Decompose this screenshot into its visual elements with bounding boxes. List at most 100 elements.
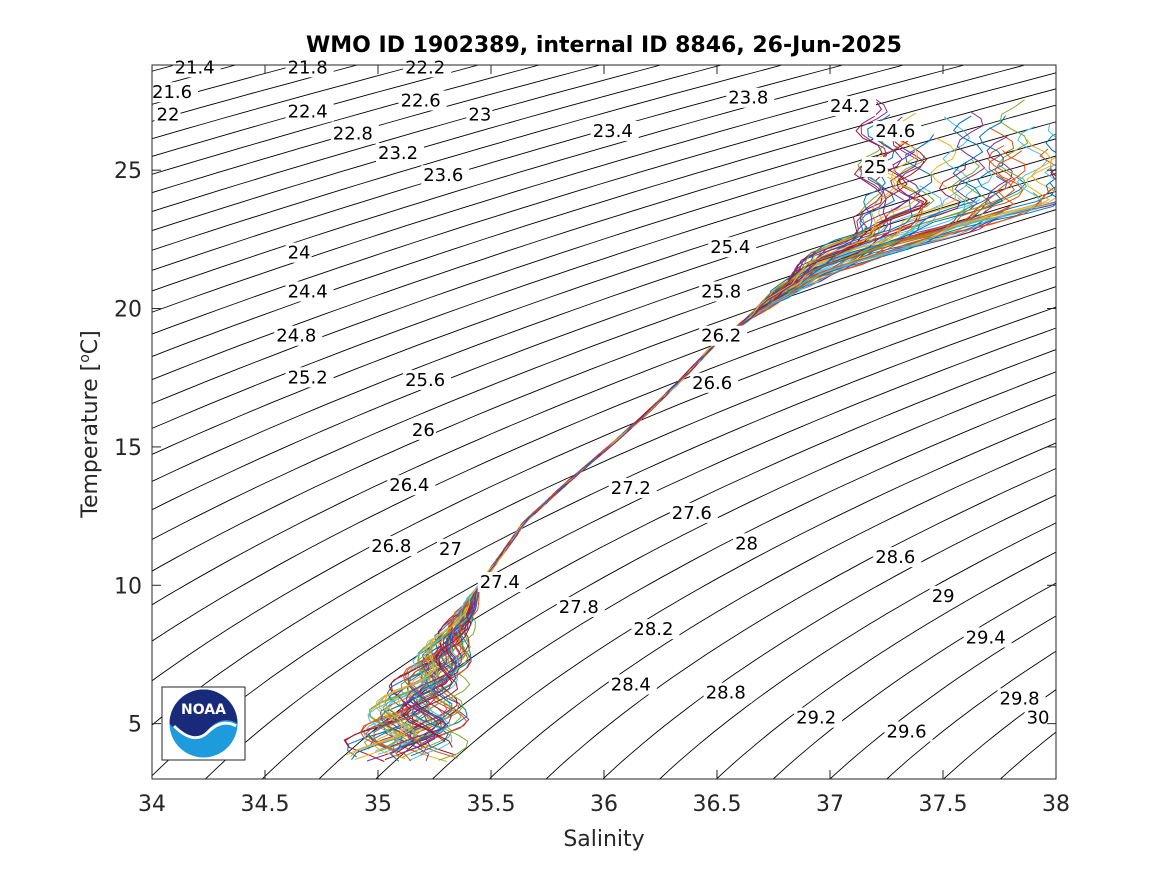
profile-line <box>346 112 919 756</box>
density-contour-line <box>432 417 1056 779</box>
density-contour-label: 28.8 <box>706 683 746 704</box>
density-label-background <box>873 120 922 141</box>
density-label-background <box>726 87 775 108</box>
density-label-background <box>590 120 639 141</box>
profile-line <box>408 197 966 762</box>
density-contour-line <box>1057 636 1167 779</box>
density-contour-label: 28.4 <box>611 674 651 695</box>
density-contour-line <box>152 65 1026 335</box>
density-label-background <box>285 57 334 78</box>
x-tick-label: 37.5 <box>919 792 968 817</box>
profile-line <box>373 166 897 760</box>
density-contour-line <box>602 494 1056 779</box>
density-contour-label: 23.4 <box>593 121 633 142</box>
density-label-background <box>828 96 876 117</box>
density-label-background <box>403 370 452 391</box>
x-tick-label: 36 <box>590 792 618 817</box>
density-contour-label: 25 <box>864 157 887 178</box>
plot-frame <box>151 64 1057 780</box>
density-contour-line <box>545 468 1056 779</box>
profile-line <box>392 97 888 754</box>
density-label-background <box>150 82 198 103</box>
profile-line <box>360 188 1053 758</box>
profile-line <box>384 138 1053 746</box>
density-label-background <box>403 57 452 78</box>
profile-line <box>390 202 929 748</box>
density-label-background <box>631 619 680 640</box>
density-contour-line <box>152 65 783 251</box>
density-contour-label: 27.4 <box>480 572 520 593</box>
density-contour-label: 23.6 <box>423 165 463 186</box>
density-contour-label: 22.6 <box>401 91 441 112</box>
density-contour-label: 28.6 <box>875 547 915 568</box>
profile-line <box>409 197 988 756</box>
density-contour-label: 24 <box>288 243 311 264</box>
density-contour-line <box>152 138 1056 455</box>
density-label-background <box>274 325 323 346</box>
density-contour-line <box>152 65 601 194</box>
density-contour-line <box>152 246 1056 642</box>
density-contour-label: 24.2 <box>830 96 870 117</box>
density-contour-label: 25.8 <box>701 281 741 302</box>
profile-line <box>384 138 928 761</box>
density-label-background <box>929 585 956 606</box>
density-contour-label: 30 <box>1027 708 1050 729</box>
density-contour-label: 26.2 <box>701 326 741 347</box>
density-label-background <box>330 123 379 144</box>
density-label-background <box>285 101 334 122</box>
noaa-logo: NOAA <box>161 686 246 761</box>
density-label-background <box>376 143 424 164</box>
density-label-background <box>708 237 757 258</box>
y-axis: 5 10 15 20 25 <box>114 159 1056 738</box>
density-contour-label: 24.6 <box>875 121 915 142</box>
density-label-background <box>437 538 464 559</box>
density-label-background <box>884 721 933 742</box>
profile-line <box>410 115 1007 757</box>
density-contour-label: 25.2 <box>288 367 328 388</box>
density-contour-line <box>152 65 661 212</box>
density-label-background <box>699 325 748 346</box>
chart-title: WMO ID 1902389, internal ID 8846, 26-Jun… <box>306 33 902 58</box>
profile-lines <box>343 97 1056 763</box>
density-contour-line <box>886 650 1056 779</box>
density-label-background <box>285 367 334 388</box>
density-labels: 21.4 21.622 21.8 22.2 22.4 22.6 22.8 23 23.2 23.4… <box>150 57 1051 742</box>
density-label-background <box>873 547 922 568</box>
density-label-background <box>997 688 1046 709</box>
density-contour-line <box>659 522 1056 779</box>
density-contour-line <box>152 155 1056 482</box>
density-label-background <box>669 502 718 523</box>
density-contour-label: 29 <box>932 586 955 607</box>
density-contour-line <box>375 394 1056 779</box>
density-contour-label: 26 <box>412 420 435 441</box>
y-axis-label: Temperature [oC] <box>77 330 103 518</box>
density-contour-label: 28.2 <box>633 619 673 640</box>
density-contour-line <box>943 689 1056 779</box>
density-label-background <box>466 104 493 125</box>
x-tick-label: 36.5 <box>693 792 742 817</box>
density-label-background <box>608 674 657 695</box>
density-contour-label: 25.6 <box>405 370 445 391</box>
profile-line <box>369 184 990 748</box>
density-contour-line <box>152 65 965 313</box>
density-contour-line <box>488 442 1056 779</box>
y-tick-label: 25 <box>114 159 142 184</box>
density-contour-line <box>152 65 176 72</box>
density-contour-label: 29.6 <box>887 721 927 742</box>
density-label-background <box>285 242 312 263</box>
profile-line <box>399 116 907 754</box>
density-contour-label: 21.6 <box>152 82 192 103</box>
density-contour-label: 23.8 <box>728 88 768 109</box>
density-label-background <box>409 419 436 440</box>
x-tick-label: 35.5 <box>467 792 516 817</box>
density-contour-line <box>152 227 1056 606</box>
density-contour-label: 22 <box>157 104 180 125</box>
density-label-background <box>794 707 843 728</box>
density-label-background <box>172 57 221 78</box>
density-contour-label: 21.4 <box>175 57 215 78</box>
x-tick-label: 34 <box>138 792 166 817</box>
density-contour-line <box>152 173 1056 511</box>
density-contour-line <box>152 65 297 105</box>
density-contour-label: 24.8 <box>276 326 316 347</box>
density-label-background <box>477 572 526 593</box>
